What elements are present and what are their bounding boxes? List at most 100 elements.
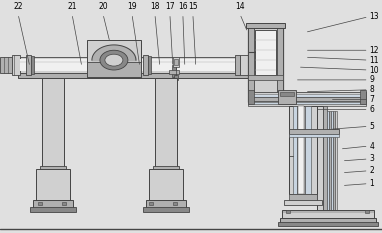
Text: 21: 21 — [67, 2, 77, 11]
Bar — [248, 92, 252, 99]
Bar — [248, 24, 254, 102]
Text: 19: 19 — [127, 2, 137, 11]
Bar — [248, 101, 366, 106]
Bar — [289, 129, 339, 134]
Bar — [20, 57, 258, 73]
Text: 11: 11 — [370, 56, 379, 65]
Bar — [31, 56, 34, 74]
Bar — [255, 57, 261, 73]
Bar — [20, 59, 258, 71]
Text: 10: 10 — [370, 65, 379, 75]
Text: 6: 6 — [370, 105, 375, 114]
Bar — [360, 90, 366, 104]
Bar — [148, 56, 151, 74]
Text: 8: 8 — [370, 85, 374, 94]
Text: 5: 5 — [370, 122, 375, 131]
Bar — [280, 92, 294, 96]
Text: 16: 16 — [178, 2, 188, 11]
Bar — [333, 112, 335, 210]
Bar — [18, 73, 250, 78]
Bar — [282, 210, 374, 218]
Bar — [169, 70, 179, 74]
Bar — [146, 200, 186, 208]
Bar — [248, 94, 366, 97]
Text: 14: 14 — [235, 2, 244, 11]
Bar — [240, 56, 243, 74]
Bar — [248, 75, 283, 80]
Bar — [248, 97, 366, 101]
Bar — [284, 200, 322, 205]
Bar — [149, 169, 183, 203]
Bar — [248, 97, 283, 102]
Bar — [62, 202, 66, 205]
Bar — [317, 106, 323, 214]
Bar — [293, 106, 299, 195]
Bar — [18, 65, 250, 73]
Text: 7: 7 — [370, 95, 375, 104]
Bar — [331, 112, 333, 210]
Bar — [255, 31, 276, 75]
Bar — [153, 166, 179, 170]
Bar — [335, 112, 337, 210]
Bar — [248, 24, 283, 102]
Bar — [26, 55, 31, 75]
Bar — [12, 55, 20, 75]
Bar — [38, 202, 42, 205]
Bar — [323, 106, 327, 214]
Bar — [143, 55, 148, 75]
Bar — [317, 106, 323, 214]
Ellipse shape — [100, 50, 128, 70]
Bar — [248, 90, 254, 104]
Bar — [174, 75, 178, 80]
Bar — [149, 202, 153, 205]
Bar — [297, 106, 305, 195]
Bar — [280, 218, 376, 223]
Text: 20: 20 — [98, 2, 108, 11]
Bar — [87, 62, 141, 77]
Bar — [174, 59, 178, 65]
Ellipse shape — [105, 54, 123, 66]
Bar — [40, 166, 66, 170]
Bar — [327, 112, 329, 210]
Text: 15: 15 — [188, 2, 197, 11]
Bar — [278, 90, 296, 104]
Bar — [248, 102, 366, 104]
Bar — [298, 106, 304, 195]
Bar — [329, 112, 331, 210]
Text: 13: 13 — [370, 12, 379, 21]
Text: 1: 1 — [370, 179, 374, 188]
Bar — [248, 92, 366, 99]
Bar — [289, 134, 339, 137]
Bar — [365, 210, 369, 213]
Bar — [246, 23, 285, 27]
Bar — [286, 210, 290, 213]
Bar — [277, 24, 283, 102]
Bar — [155, 78, 177, 172]
Bar — [289, 106, 321, 195]
Bar — [20, 59, 28, 71]
Bar — [258, 60, 263, 70]
Bar — [87, 40, 141, 77]
Bar — [289, 195, 317, 202]
Bar — [30, 207, 76, 212]
Text: 18: 18 — [150, 2, 160, 11]
Bar — [36, 169, 70, 203]
Text: 2: 2 — [370, 166, 374, 175]
Text: 9: 9 — [370, 75, 375, 84]
Bar — [248, 24, 283, 102]
Text: 3: 3 — [370, 154, 375, 163]
Bar — [240, 55, 258, 75]
Bar — [305, 106, 311, 195]
Text: 22: 22 — [13, 2, 23, 11]
Text: 12: 12 — [370, 46, 379, 55]
Bar — [172, 65, 176, 77]
Bar — [278, 222, 378, 226]
Bar — [143, 207, 189, 212]
Bar — [0, 57, 12, 73]
Bar — [173, 57, 179, 67]
Text: 17: 17 — [165, 2, 175, 11]
Bar — [42, 78, 64, 172]
Bar — [362, 92, 366, 99]
Bar — [173, 202, 177, 205]
Bar — [33, 200, 73, 208]
